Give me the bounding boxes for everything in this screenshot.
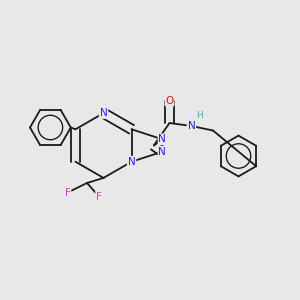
- Text: N: N: [100, 108, 107, 118]
- Text: F: F: [96, 191, 102, 202]
- Text: F: F: [64, 188, 70, 198]
- Text: O: O: [165, 95, 174, 106]
- Text: H: H: [196, 111, 203, 120]
- Text: N: N: [188, 121, 195, 131]
- Text: N: N: [158, 147, 166, 157]
- Text: N: N: [158, 134, 166, 144]
- Text: N: N: [128, 157, 135, 167]
